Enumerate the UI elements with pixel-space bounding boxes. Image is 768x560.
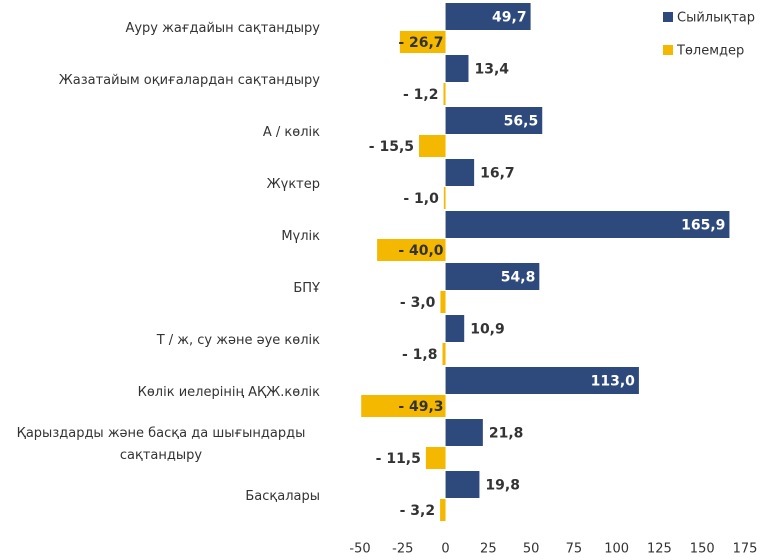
value-label: - 26,7 xyxy=(398,35,443,51)
x-tick-label: 150 xyxy=(690,542,715,557)
value-label: - 49,3 xyxy=(398,399,443,415)
bar xyxy=(399,31,446,53)
bar xyxy=(445,315,465,342)
x-tick-label: 175 xyxy=(733,542,758,557)
value-label: - 1,8 xyxy=(402,347,438,363)
category-label: Жүктер xyxy=(266,177,320,192)
value-label: - 1,2 xyxy=(403,87,439,103)
bar xyxy=(445,107,543,134)
bar xyxy=(445,471,480,498)
value-label: 13,4 xyxy=(474,62,509,78)
x-tick-label: -50 xyxy=(349,542,370,557)
category-label: Қарыздарды және басқа да шығындарды сақт… xyxy=(16,426,306,463)
value-label: 19,8 xyxy=(485,478,520,494)
value-label: 10,9 xyxy=(470,322,505,338)
legend-label: Сыйлықтар xyxy=(677,11,755,26)
x-tick-label: 25 xyxy=(480,542,497,557)
value-label: - 3,0 xyxy=(400,295,436,311)
value-label: 16,7 xyxy=(480,166,515,182)
bar xyxy=(440,291,446,313)
bar xyxy=(425,447,446,469)
category-label: Т / ж, су және әуе көлік xyxy=(156,333,320,348)
value-label: - 15,5 xyxy=(369,139,414,155)
bar xyxy=(443,83,446,105)
category-label: Жазатайым оқиғалардан сақтандыру xyxy=(58,73,320,88)
bar xyxy=(443,187,446,209)
bar xyxy=(445,263,540,290)
legend-label: Төлемдер xyxy=(676,44,744,59)
category-label: Басқалары xyxy=(245,489,320,504)
category-label: Мүлік xyxy=(281,229,320,244)
bar xyxy=(440,499,446,521)
category-label: А / көлік xyxy=(262,125,320,140)
value-label: - 40,0 xyxy=(398,243,443,259)
x-tick-label: 125 xyxy=(647,542,672,557)
value-label: 165,9 xyxy=(681,218,725,234)
x-tick-label: 50 xyxy=(523,542,540,557)
bar xyxy=(445,367,639,394)
category-label: Көлік иелерінің АҚЖ.көлік xyxy=(137,385,320,400)
value-label: 49,7 xyxy=(492,10,527,26)
bar xyxy=(377,239,446,261)
value-label: - 1,0 xyxy=(403,191,439,207)
bar xyxy=(445,55,469,82)
category-label: БПҰ xyxy=(293,281,320,296)
category-label: Ауру жағдайын сақтандыру xyxy=(125,21,320,36)
legend-swatch xyxy=(663,12,673,22)
bar xyxy=(442,343,446,365)
bar xyxy=(445,419,483,446)
value-label: - 3,2 xyxy=(400,503,436,519)
x-tick-label: 75 xyxy=(566,542,583,557)
bar xyxy=(419,135,446,157)
x-tick-label: 100 xyxy=(604,542,629,557)
value-label: 113,0 xyxy=(591,374,636,390)
value-label: 56,5 xyxy=(504,114,539,130)
bar xyxy=(361,395,446,417)
bar xyxy=(445,159,475,186)
bar xyxy=(445,211,730,238)
value-label: 21,8 xyxy=(489,426,524,442)
legend-swatch xyxy=(663,45,673,55)
x-tick-label: -25 xyxy=(392,542,413,557)
value-label: - 11,5 xyxy=(376,451,421,467)
x-tick-label: 0 xyxy=(441,542,449,557)
value-label: 54,8 xyxy=(501,270,536,286)
bar xyxy=(445,3,531,30)
